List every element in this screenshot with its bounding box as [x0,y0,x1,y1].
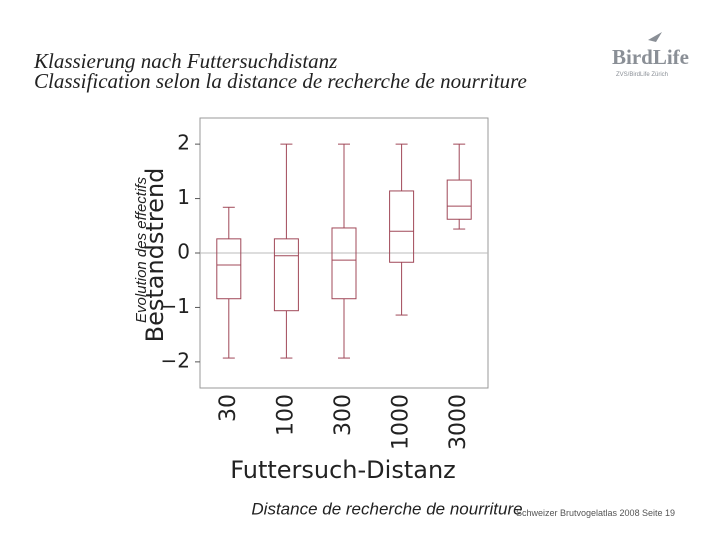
title: Klassierung nach Futtersuchdistanz [33,49,337,73]
y-axis-label-overlay: Evolution des effectifs [133,177,150,323]
y-tick-label: −2 [161,348,190,372]
y-axis-label: Bestandstrend [141,168,169,343]
footer-page: Seite 19 [642,508,675,518]
x-axis-label-overlay: Distance de recherche de nourriture [251,499,522,518]
x-tick-label: 3000 [446,394,471,450]
logo-bird [648,32,662,42]
logo-sub: ZVS/BirdLife Zürich [616,72,668,78]
box [216,238,242,300]
x-axis-label: Futtersuch-Distanz [230,456,456,484]
x-tick-label: 30 [216,394,241,422]
subtitle: Classification selon la distance de rech… [34,69,527,93]
y-tick-label: 2 [177,131,190,155]
y-tick-label: 1 [177,185,190,209]
box [446,179,472,220]
y-tick-label: −1 [161,294,190,318]
logo-name: BirdLife [612,45,689,69]
box [331,227,357,300]
box [389,190,415,263]
box [273,238,299,312]
y-tick-label: 0 [177,240,190,264]
x-tick-label: 100 [273,394,298,436]
x-tick-label: 300 [331,394,356,436]
footer-source: Schweizer Brutvogelatlas 2008 [516,508,640,518]
x-tick-label: 1000 [389,394,414,450]
